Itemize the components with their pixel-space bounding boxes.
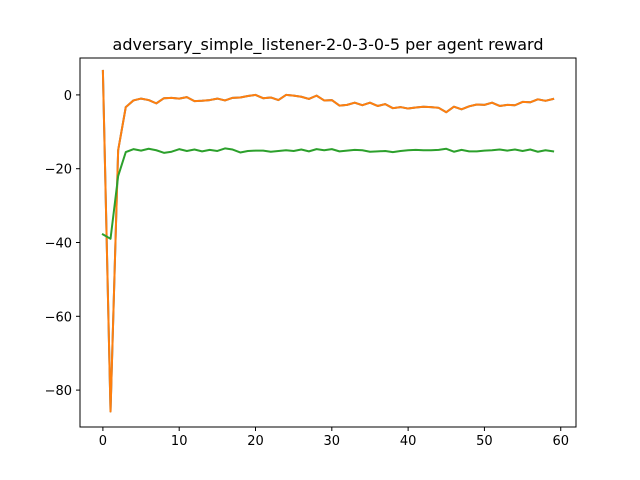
plot-background [80,58,576,427]
axes-layer: 0 10 20 30 40 50 60 0 −20 −40 −60 −80 [45,57,577,449]
series-layer [101,69,555,413]
series-line-2 [101,69,555,413]
series-line-3 [101,147,555,240]
x-tick-label: 40 [400,434,417,449]
y-tick-label: −40 [45,237,72,252]
y-tick-label: −20 [45,163,72,178]
y-tick-label: −80 [45,384,72,399]
x-tick-label: 60 [552,434,569,449]
x-tick-label: 0 [99,434,107,449]
plot-area [80,58,576,427]
y-tick-label: 0 [64,89,72,104]
y-tick-label: −60 [45,310,72,325]
chart-title: adversary_simple_listener-2-0-3-0-5 per … [113,35,544,55]
x-tick-label: 30 [324,434,341,449]
x-tick-label: 10 [171,434,188,449]
x-tick-label: 20 [247,434,264,449]
x-tick-label: 50 [476,434,493,449]
